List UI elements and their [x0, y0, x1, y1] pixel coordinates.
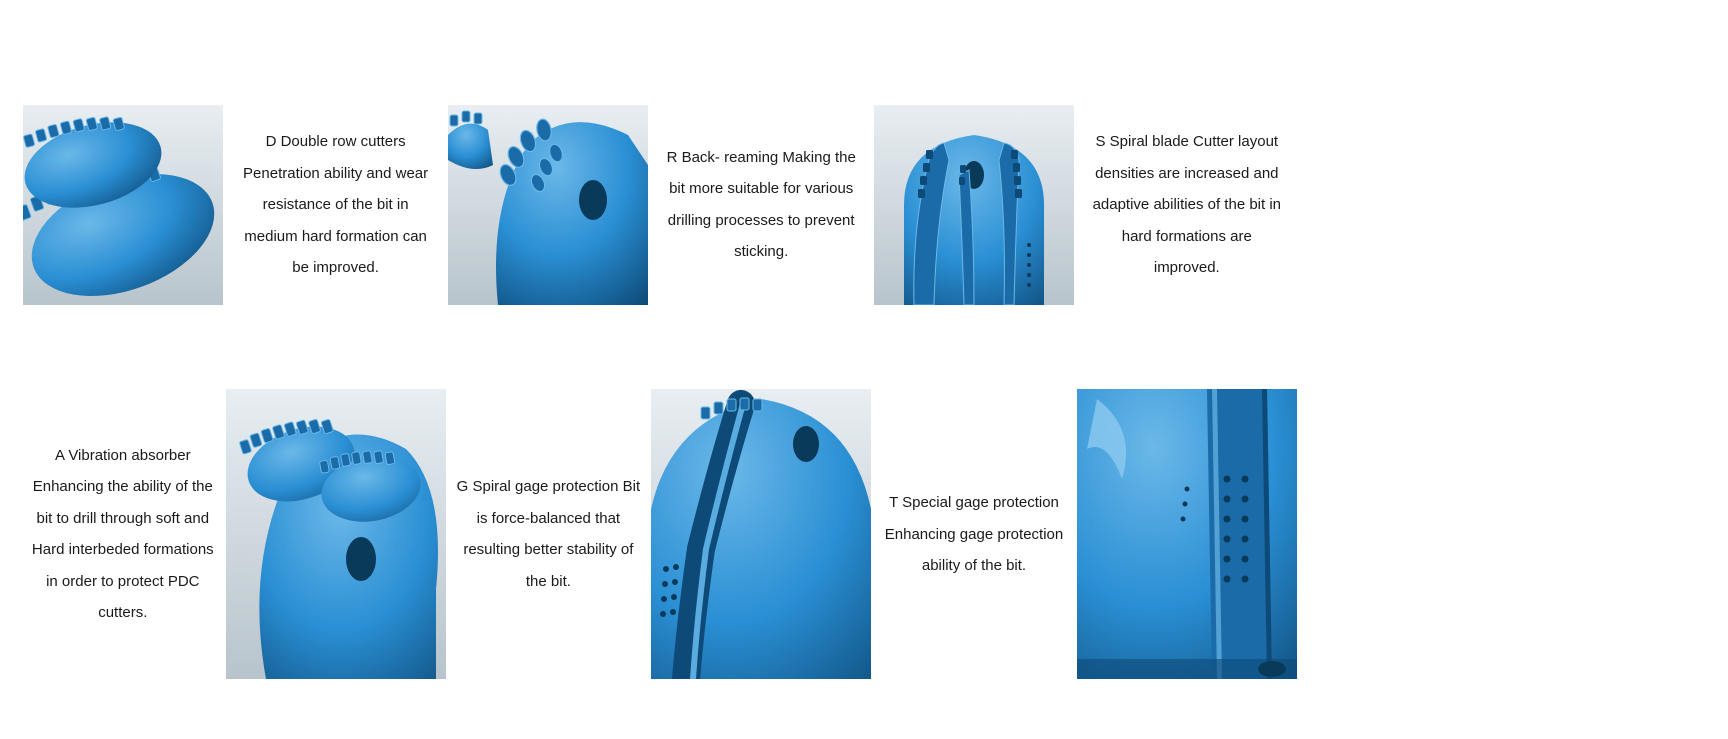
feature-text-r: R Back- reaming Making the bit more suit… — [651, 40, 871, 370]
drill-bit-icon — [226, 389, 446, 679]
feature-image-a — [226, 370, 446, 700]
feature-text-s: S Spiral blade Cutter layout densities a… — [1077, 40, 1297, 370]
feature-text-d: D Double row cutters Penetration ability… — [226, 40, 446, 370]
empty-cell — [1297, 370, 1503, 700]
feature-image-t — [1077, 370, 1297, 700]
empty-cell — [1502, 370, 1708, 700]
feature-description: S Spiral blade Cutter layout densities a… — [1087, 126, 1287, 284]
feature-description: D Double row cutters Penetration ability… — [236, 126, 436, 284]
feature-image-g — [651, 370, 871, 700]
drill-bit-icon — [874, 105, 1074, 305]
empty-cell — [1297, 40, 1503, 370]
drill-bit-icon — [23, 105, 223, 305]
feature-text-t: T Special gage protection Enhancing gage… — [871, 370, 1077, 700]
feature-text-g: G Spiral gage protection Bit is force-ba… — [446, 370, 652, 700]
drill-bit-icon — [651, 389, 871, 679]
drill-bit-icon — [1077, 389, 1297, 679]
drill-bit-icon — [448, 105, 648, 305]
feature-description: G Spiral gage protection Bit is force-ba… — [456, 471, 642, 597]
feature-image-s — [871, 40, 1077, 370]
feature-image-r — [446, 40, 652, 370]
feature-description: T Special gage protection Enhancing gage… — [881, 487, 1067, 582]
feature-description: R Back- reaming Making the bit more suit… — [661, 142, 861, 268]
feature-image-d — [20, 40, 226, 370]
feature-description: A Vibration absorber Enhancing the abili… — [30, 440, 216, 629]
feature-grid: D Double row cutters Penetration ability… — [0, 0, 1728, 739]
feature-text-a: A Vibration absorber Enhancing the abili… — [20, 370, 226, 700]
empty-cell — [1502, 40, 1708, 370]
